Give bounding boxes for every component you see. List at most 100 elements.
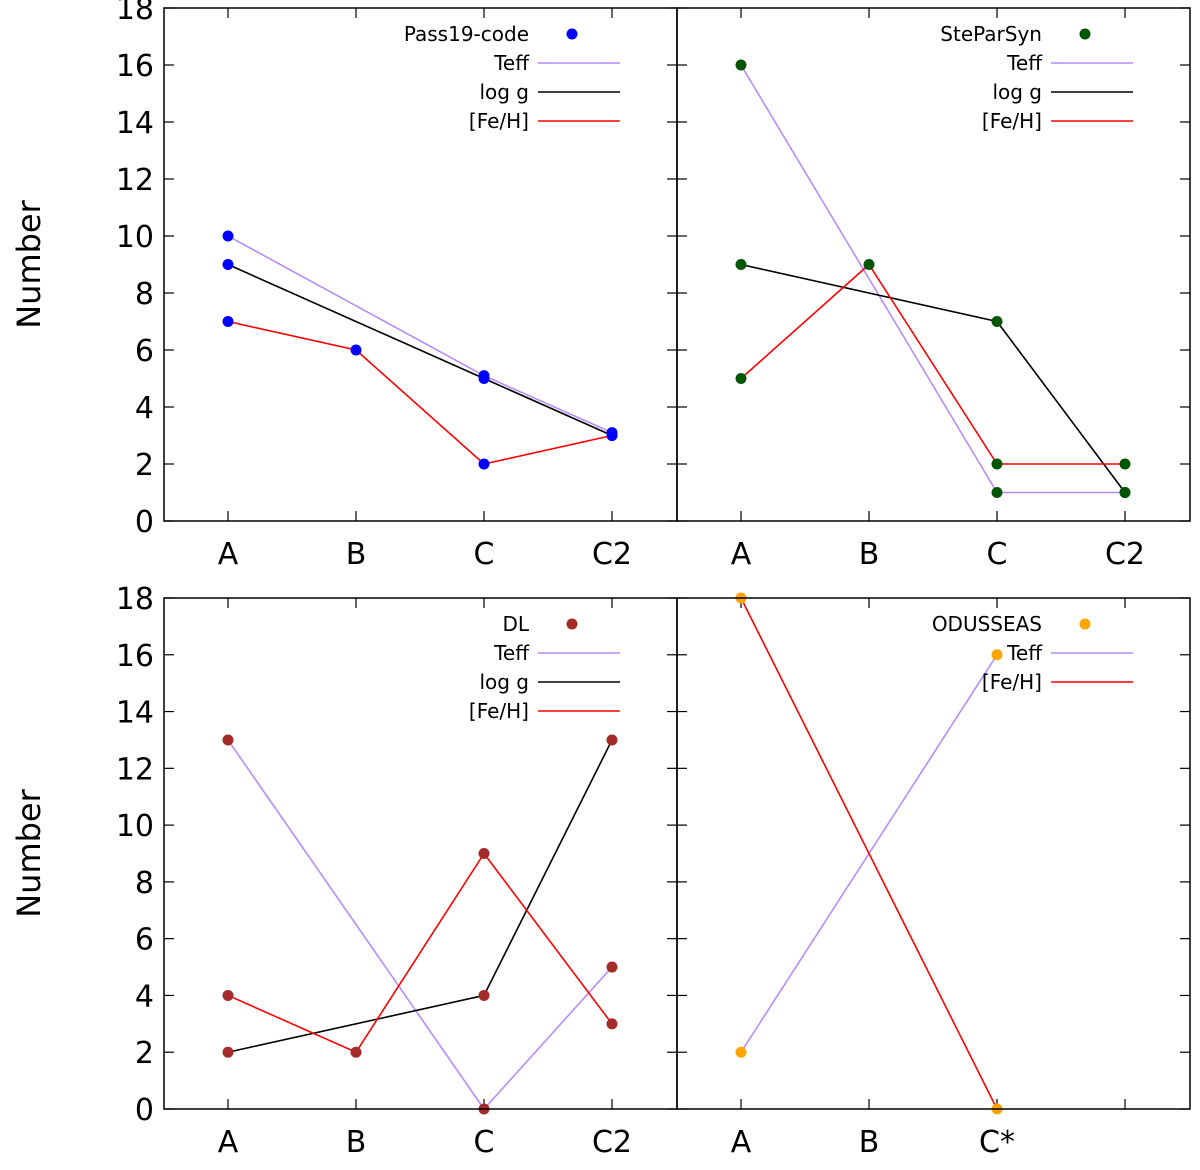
data-point [222,1046,234,1058]
y-tick-label: 2 [135,448,154,483]
data-point [863,259,875,270]
series-line--fe-h- [740,263,1125,465]
series-line-teff [227,739,613,1111]
plot-frame [163,597,678,1110]
panel-bottom-left: 0 2 4 6 8 10 12 14 16 18 A B C C2 Number DL Teff log g [Fe… [10,582,678,1160]
y-tick-label: 8 [135,277,154,312]
x-tick-label: A [218,537,239,572]
legend-label: Teff [493,641,530,665]
plot-frame [676,597,1191,1110]
x-tick-label: C [474,537,495,572]
legend-marker [1079,618,1091,630]
data-point [606,430,618,441]
data-point [991,316,1003,327]
data-point [350,1046,362,1058]
data-point [735,373,747,384]
y-tick-label: 14 [116,696,154,731]
legend-label: DL [502,612,529,636]
x-tick-label: C2 [1105,537,1145,572]
data-point [478,989,490,1001]
y-tick-label: 18 [116,0,154,27]
data-point [735,259,747,270]
data-point [478,373,490,384]
data-point [222,316,234,327]
series-line-log-g [227,739,613,1054]
y-tick-label: 0 [135,505,154,540]
series-line-teff [740,64,1125,494]
x-tick-label: B [859,537,880,572]
panel-bottom-right: A B C* ODUSSEAS Teff [Fe/H] [676,592,1191,1160]
y-tick-label: 14 [116,106,154,141]
y-tick-label: 10 [116,809,154,844]
x-tick-label: A [218,1125,239,1160]
legend-label: [Fe/H] [982,670,1042,694]
legend-label: SteParSyn [940,22,1042,46]
panel-top-right: A B C C2 SteParSyn Teff log g [Fe/H] [676,7,1191,572]
data-point [991,487,1003,498]
y-tick-label: 8 [135,866,154,901]
y-tick-label: 0 [135,1093,154,1128]
x-tick-label: C2 [592,1125,632,1160]
x-tick-label: B [859,1125,880,1160]
data-point [478,848,490,859]
data-point [222,734,234,746]
panel-top-left: 0 2 4 6 8 10 12 14 16 18 A B C C2 Number Pass19-code Tef… [10,0,678,572]
series-line--fe-h- [740,597,998,1110]
legend-label: Teff [1006,641,1043,665]
series-line-log-g [740,263,1126,493]
legend-label: [Fe/H] [469,109,529,133]
y-tick-label: 18 [116,582,154,617]
y-tick-label: 6 [135,334,154,369]
y-tick-label: 12 [116,752,154,787]
legend-label: log g [992,80,1042,104]
series-line--fe-h- [227,320,613,465]
data-point [222,230,234,242]
data-point [1119,458,1131,470]
data-point [222,989,234,1001]
x-tick-label: C* [979,1125,1015,1160]
data-point [606,1018,618,1030]
series-line-log-g [227,263,613,437]
x-tick-label: C2 [592,537,632,572]
data-point [735,1046,747,1058]
plot-frame [676,7,1191,522]
x-tick-label: B [346,1125,367,1160]
x-tick-label: A [731,537,752,572]
data-point [991,458,1003,470]
x-tick-label: A [731,1125,752,1160]
x-tick-label: C [987,537,1008,572]
y-tick-label: 4 [135,979,154,1014]
legend-label: Pass19-code [404,22,529,46]
legend-label: Teff [493,51,530,75]
y-tick-label: 16 [116,639,154,674]
legend-marker [1079,28,1091,40]
legend-label: [Fe/H] [982,109,1042,133]
y-tick-label: 12 [116,163,154,198]
data-point [606,961,618,973]
data-point [222,259,234,270]
legend-label: log g [479,670,529,694]
y-tick-label: 10 [116,220,154,255]
x-tick-label: B [346,537,367,572]
y-tick-label: 6 [135,923,154,958]
data-point [478,458,490,470]
legend-marker [566,618,578,630]
legend-label: ODUSSEAS [932,612,1042,636]
data-point [606,734,618,746]
y-tick-label: 16 [116,49,154,84]
plot-frame [163,7,678,522]
data-point [735,59,747,71]
series-line--fe-h- [227,852,613,1054]
legend-label: Teff [1006,51,1043,75]
legend-label: [Fe/H] [469,699,529,723]
legend-marker [566,28,578,40]
data-point [991,649,1003,661]
data-point [350,344,362,356]
y-tick-label: 2 [135,1036,154,1071]
y-axis-label: Number [10,199,48,328]
y-tick-label: 4 [135,391,154,426]
x-tick-label: C [474,1125,495,1160]
y-axis-label: Number [10,788,48,917]
